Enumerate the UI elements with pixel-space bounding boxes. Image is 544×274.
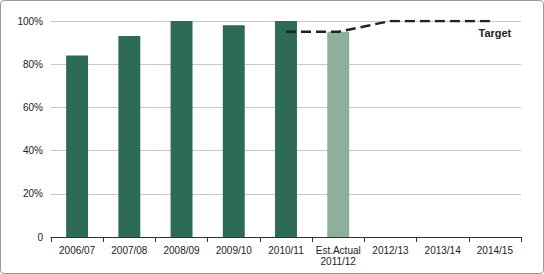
svg-text:100%: 100%	[17, 16, 43, 27]
svg-text:2012/13: 2012/13	[372, 245, 409, 256]
svg-text:Est.Actual: Est.Actual	[316, 245, 361, 256]
svg-text:80%: 80%	[23, 59, 43, 70]
svg-text:2006/07: 2006/07	[59, 245, 96, 256]
svg-text:2008/09: 2008/09	[163, 245, 200, 256]
svg-text:Target: Target	[478, 27, 511, 39]
svg-text:2009/10: 2009/10	[216, 245, 253, 256]
svg-text:20%: 20%	[23, 188, 43, 199]
svg-text:40%: 40%	[23, 145, 43, 156]
svg-text:60%: 60%	[23, 102, 43, 113]
svg-text:2014/15: 2014/15	[477, 245, 514, 256]
svg-text:2013/14: 2013/14	[425, 245, 462, 256]
svg-text:2010/11: 2010/11	[268, 245, 304, 256]
svg-text:2011/12: 2011/12	[321, 256, 357, 267]
svg-text:0: 0	[37, 232, 43, 243]
svg-text:2007/08: 2007/08	[111, 245, 148, 256]
